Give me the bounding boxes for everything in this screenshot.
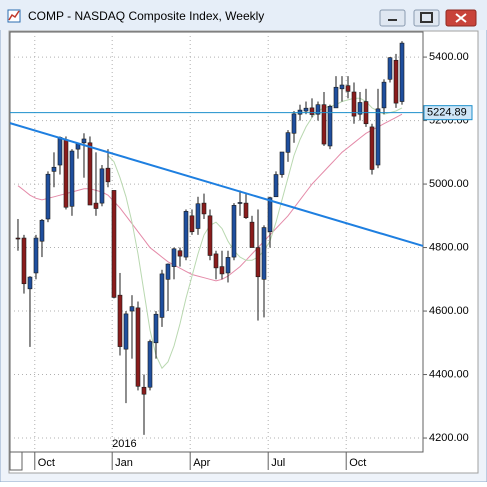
- candle-body: [243, 202, 249, 219]
- candle-body: [387, 57, 393, 80]
- candle-body: [21, 237, 27, 285]
- candle-body: [81, 138, 87, 144]
- candle-body: [177, 250, 183, 257]
- candle-body: [279, 151, 285, 175]
- minimize-button[interactable]: [379, 9, 406, 27]
- candle-body: [297, 109, 303, 115]
- candle-body: [339, 84, 345, 90]
- y-tick-label: 4600.00: [429, 305, 469, 317]
- candle-body: [207, 215, 213, 256]
- candle-body: [381, 81, 387, 109]
- candle-body: [225, 257, 231, 274]
- candle-body: [267, 197, 273, 232]
- candle-body: [255, 247, 261, 278]
- candle-body: [303, 107, 309, 112]
- y-tick-label: 5000.00: [429, 178, 469, 190]
- candle-body: [351, 91, 357, 117]
- candle-body: [261, 227, 267, 280]
- candle-body: [87, 142, 93, 206]
- candle-body: [285, 132, 291, 153]
- candle-body: [327, 105, 333, 147]
- price-label-box: [423, 105, 473, 121]
- chart-content: 4200.004400.004600.004800.005000.005200.…: [9, 32, 473, 470]
- candle-body: [63, 139, 69, 208]
- candle-body: [345, 85, 351, 92]
- candle-body: [189, 215, 195, 232]
- maximize-glyph: [420, 12, 433, 23]
- candle-body: [393, 59, 399, 104]
- y-tick-label: 5400.00: [429, 51, 469, 63]
- candle-body: [375, 108, 381, 166]
- candle-body: [45, 173, 51, 220]
- candle-body: [123, 313, 129, 350]
- corner-box: [9, 451, 23, 471]
- x-tick-label: Jan: [115, 457, 133, 469]
- candle-body: [39, 219, 45, 242]
- candle-body: [231, 205, 237, 258]
- x-tick-label: Apr: [193, 457, 210, 469]
- candle-body: [273, 174, 279, 198]
- candle-body: [315, 104, 321, 115]
- plot-area: [9, 31, 424, 453]
- candle-body: [105, 167, 111, 183]
- close-glyph: [455, 13, 467, 23]
- candle-body: [321, 104, 327, 145]
- x-tick-label: Oct: [38, 457, 55, 469]
- candle-body: [117, 294, 123, 347]
- candle-body: [333, 86, 339, 109]
- year-label: 2016: [112, 438, 136, 450]
- candle-body: [249, 221, 255, 248]
- y-tick-label: 4800.00: [429, 241, 469, 253]
- candle-body: [69, 150, 75, 207]
- candle-body: [93, 202, 99, 209]
- candle-body: [99, 168, 105, 204]
- candle-body: [141, 386, 147, 395]
- x-tick-label: Jul: [271, 457, 285, 469]
- candle-body: [369, 126, 375, 170]
- candle-body: [201, 202, 207, 215]
- candle-body: [51, 166, 57, 172]
- candle-body: [135, 307, 141, 387]
- x-tick-label: Oct: [349, 457, 366, 469]
- candle-body: [399, 42, 405, 102]
- price-label: 5224.89: [427, 107, 467, 119]
- y-tick-label: 4200.00: [429, 432, 469, 444]
- moving-average: [17, 113, 403, 282]
- candle-body: [195, 203, 201, 229]
- candle-body: [27, 276, 33, 290]
- candle-body: [57, 137, 63, 166]
- candle-body: [111, 190, 117, 298]
- y-tick-label: 4400.00: [429, 368, 469, 380]
- candle-body: [165, 263, 171, 280]
- candle-body: [237, 202, 243, 204]
- candle-body: [357, 102, 363, 115]
- candle-body: [219, 266, 225, 275]
- candle-body: [309, 107, 315, 115]
- trendline: [9, 122, 424, 247]
- window-icon-glyph: [8, 10, 20, 21]
- candle-body: [171, 248, 177, 267]
- title-bar: [0, 0, 487, 30]
- candle-body: [183, 211, 189, 258]
- window-title: COMP - NASDAQ Composite Index, Weekly: [28, 9, 264, 23]
- candle-body: [291, 113, 297, 134]
- candle-body: [33, 237, 39, 274]
- candle-body: [153, 313, 159, 344]
- candle-body: [213, 253, 219, 269]
- candle-body: [15, 237, 21, 240]
- candle-body: [147, 341, 153, 388]
- candle-body: [159, 273, 165, 318]
- candle-body: [129, 306, 135, 312]
